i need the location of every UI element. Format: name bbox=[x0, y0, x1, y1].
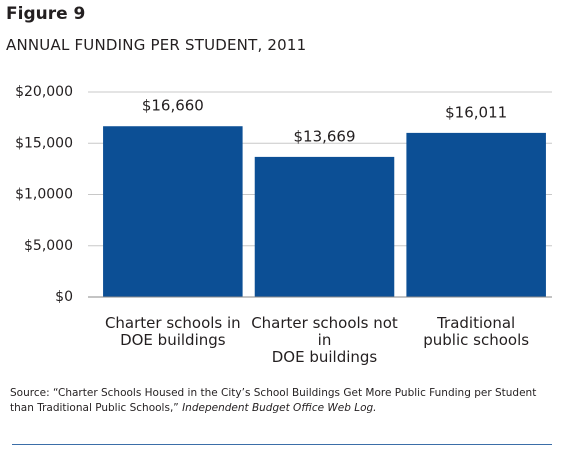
source-publication: Independent Budget Office Web Log. bbox=[182, 402, 377, 414]
bar bbox=[254, 156, 395, 297]
y-tick-label: $20,000 bbox=[15, 84, 73, 100]
chart-subtitle: ANNUAL FUNDING PER STUDENT, 2011 bbox=[6, 36, 307, 54]
y-tick-label: $0 bbox=[55, 289, 73, 305]
y-tick-label: $15,000 bbox=[15, 135, 73, 151]
source-note: Source: “Charter Schools Housed in the C… bbox=[10, 386, 555, 416]
x-tick-label: Charter schools not in DOE buildings bbox=[251, 314, 398, 366]
value-label: $13,669 bbox=[293, 127, 355, 145]
chart-title: Figure 9 bbox=[6, 4, 86, 24]
y-tick-label: $5,000 bbox=[24, 238, 73, 254]
bar bbox=[103, 126, 243, 297]
value-label: $16,011 bbox=[445, 103, 507, 121]
x-tick-label: Traditional public schools bbox=[423, 314, 530, 349]
y-tick-label: $1,0000 bbox=[15, 187, 73, 203]
source-text: Source: “Charter Schools Housed in the C… bbox=[10, 387, 537, 414]
bar bbox=[406, 132, 546, 297]
value-label: $16,660 bbox=[142, 97, 204, 115]
x-tick-label: Charter schools in DOE buildings bbox=[104, 314, 241, 349]
footer-rule bbox=[12, 444, 552, 445]
